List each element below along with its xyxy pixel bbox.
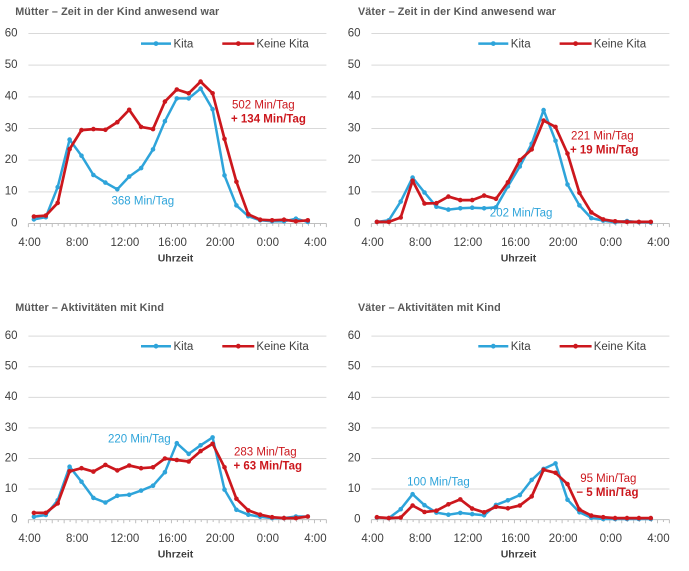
svg-text:0: 0 <box>354 514 360 526</box>
svg-text:Kita: Kita <box>511 39 531 51</box>
svg-text:20: 20 <box>348 452 361 464</box>
svg-text:16:00: 16:00 <box>501 237 530 249</box>
svg-text:Keine Kita: Keine Kita <box>256 341 309 353</box>
svg-text:20:00: 20:00 <box>206 533 235 545</box>
svg-text:4:00: 4:00 <box>304 237 326 249</box>
svg-text:20:00: 20:00 <box>206 237 235 249</box>
svg-text:+ 19 Min/Tag: + 19 Min/Tag <box>570 144 638 156</box>
svg-text:0:00: 0:00 <box>600 237 622 249</box>
svg-text:0:00: 0:00 <box>257 237 279 249</box>
svg-text:12:00: 12:00 <box>111 533 140 545</box>
svg-text:221 Min/Tag: 221 Min/Tag <box>571 131 634 143</box>
svg-text:100 Min/Tag: 100 Min/Tag <box>407 476 470 488</box>
svg-text:20: 20 <box>348 154 361 166</box>
svg-text:− 5 Min/Tag: − 5 Min/Tag <box>576 487 638 499</box>
svg-text:Keine Kita: Keine Kita <box>594 39 647 51</box>
svg-text:8:00: 8:00 <box>409 533 431 545</box>
svg-text:0: 0 <box>354 217 360 229</box>
svg-text:40: 40 <box>5 91 18 103</box>
svg-text:20: 20 <box>5 154 18 166</box>
svg-text:0: 0 <box>11 514 17 526</box>
svg-text:4:00: 4:00 <box>647 533 669 545</box>
svg-text:50: 50 <box>5 59 18 71</box>
svg-text:Mütter – Zeit in der Kind anwe: Mütter – Zeit in der Kind anwesend war <box>15 6 220 18</box>
svg-text:4:00: 4:00 <box>18 533 40 545</box>
svg-text:12:00: 12:00 <box>454 533 483 545</box>
svg-text:40: 40 <box>348 91 361 103</box>
svg-text:368 Min/Tag: 368 Min/Tag <box>112 196 175 208</box>
svg-text:8:00: 8:00 <box>66 237 88 249</box>
svg-text:40: 40 <box>5 391 18 403</box>
svg-text:50: 50 <box>5 361 18 373</box>
svg-text:220 Min/Tag: 220 Min/Tag <box>108 434 171 446</box>
svg-text:Uhrzeit: Uhrzeit <box>158 548 194 560</box>
svg-text:Uhrzeit: Uhrzeit <box>501 548 537 560</box>
svg-text:4:00: 4:00 <box>361 237 383 249</box>
svg-text:60: 60 <box>5 330 18 342</box>
svg-text:60: 60 <box>5 27 18 39</box>
svg-text:Uhrzeit: Uhrzeit <box>158 253 194 265</box>
svg-text:+ 63 Min/Tag: + 63 Min/Tag <box>234 461 302 473</box>
svg-text:0:00: 0:00 <box>257 533 279 545</box>
svg-text:502 Min/Tag: 502 Min/Tag <box>232 99 295 111</box>
svg-text:20:00: 20:00 <box>549 533 578 545</box>
svg-text:60: 60 <box>348 330 361 342</box>
svg-text:50: 50 <box>348 59 361 71</box>
svg-text:20: 20 <box>5 452 18 464</box>
svg-text:283 Min/Tag: 283 Min/Tag <box>234 446 297 458</box>
svg-text:40: 40 <box>348 391 361 403</box>
svg-text:10: 10 <box>5 186 18 198</box>
svg-text:16:00: 16:00 <box>158 237 187 249</box>
svg-text:0:00: 0:00 <box>600 533 622 545</box>
svg-text:30: 30 <box>348 422 361 434</box>
svg-text:4:00: 4:00 <box>304 533 326 545</box>
svg-text:Väter – Zeit in der Kind anwes: Väter – Zeit in der Kind anwesend war <box>358 6 557 18</box>
svg-text:20:00: 20:00 <box>549 237 578 249</box>
svg-text:Kita: Kita <box>511 341 531 353</box>
svg-text:8:00: 8:00 <box>66 533 88 545</box>
svg-text:4:00: 4:00 <box>361 533 383 545</box>
svg-text:Kita: Kita <box>174 39 194 51</box>
svg-text:30: 30 <box>5 122 18 134</box>
svg-text:12:00: 12:00 <box>454 237 483 249</box>
svg-text:60: 60 <box>348 27 361 39</box>
svg-text:16:00: 16:00 <box>158 533 187 545</box>
svg-text:50: 50 <box>348 361 361 373</box>
svg-text:Keine Kita: Keine Kita <box>594 341 647 353</box>
svg-text:Väter – Aktivitäten mit Kind: Väter – Aktivitäten mit Kind <box>358 302 501 314</box>
svg-text:Mütter – Aktivitäten mit Kind: Mütter – Aktivitäten mit Kind <box>15 302 164 314</box>
svg-text:10: 10 <box>348 186 361 198</box>
svg-text:Uhrzeit: Uhrzeit <box>501 253 537 265</box>
svg-text:0: 0 <box>11 217 17 229</box>
svg-text:Keine Kita: Keine Kita <box>256 39 309 51</box>
svg-text:Kita: Kita <box>174 341 194 353</box>
svg-text:12:00: 12:00 <box>111 237 140 249</box>
svg-text:4:00: 4:00 <box>647 237 669 249</box>
svg-text:10: 10 <box>348 483 361 495</box>
svg-text:202 Min/Tag: 202 Min/Tag <box>490 208 553 220</box>
svg-text:10: 10 <box>5 483 18 495</box>
svg-text:30: 30 <box>348 122 361 134</box>
svg-text:30: 30 <box>5 422 18 434</box>
svg-text:8:00: 8:00 <box>409 237 431 249</box>
svg-text:95 Min/Tag: 95 Min/Tag <box>580 473 636 485</box>
svg-text:4:00: 4:00 <box>18 237 40 249</box>
svg-text:+ 134 Min/Tag: + 134 Min/Tag <box>231 113 306 125</box>
svg-text:16:00: 16:00 <box>501 533 530 545</box>
